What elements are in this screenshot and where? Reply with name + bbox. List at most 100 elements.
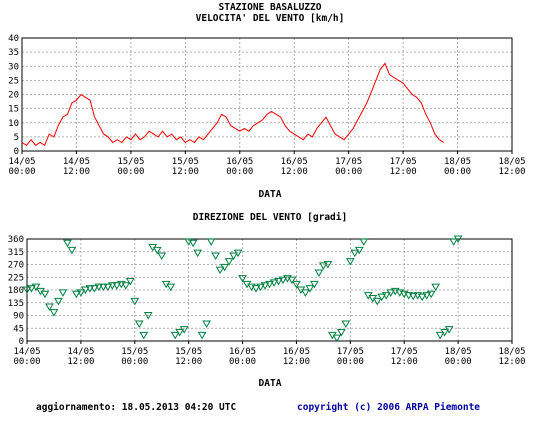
direction-xtick-label: 12:00 <box>67 357 94 367</box>
speed-ytick-label: 15 <box>8 105 19 115</box>
direction-point-marker <box>323 261 333 269</box>
direction-ytick-label: 0 <box>19 337 24 347</box>
direction-point-marker <box>386 289 396 297</box>
direction-point-marker <box>188 239 198 248</box>
direction-point-marker <box>354 246 364 255</box>
direction-point-marker <box>49 309 59 317</box>
direction-point-marker <box>81 286 90 294</box>
direction-point-marker <box>58 289 68 297</box>
direction-ytick-label: 315 <box>8 248 24 258</box>
direction-point-marker <box>301 289 310 297</box>
speed-xtick-label: 18/05 <box>444 157 471 167</box>
direction-point-marker <box>179 326 189 334</box>
speed-chart-xlabel: DATA <box>259 189 282 200</box>
direction-point-marker <box>310 280 319 289</box>
speed-xtick-label: 15/05 <box>172 157 199 167</box>
direction-ytick-label: 90 <box>13 312 24 322</box>
direction-point-marker <box>27 285 36 293</box>
speed-ytick-label: 0 <box>14 147 19 157</box>
speed-xtick-label: 12:00 <box>281 167 308 177</box>
direction-xtick-label: 12:00 <box>283 357 310 367</box>
direction-point-marker <box>143 312 153 320</box>
speed-ytick-label: 25 <box>8 76 19 86</box>
direction-point-marker <box>435 331 445 340</box>
direction-xtick-label: 12:00 <box>391 357 418 367</box>
direction-point-marker <box>67 246 77 255</box>
speed-ytick-label: 20 <box>8 91 19 101</box>
direction-point-marker <box>112 282 122 290</box>
speed-xtick-label: 17/05 <box>335 157 362 167</box>
direction-point-marker <box>274 278 283 286</box>
direction-plot-frame <box>26 238 513 342</box>
speed-xtick-label: 15/05 <box>117 157 144 167</box>
direction-point-marker <box>431 283 441 292</box>
direction-xtick-label: 17/05 <box>391 347 418 357</box>
direction-xtick-label: 12:00 <box>498 357 525 367</box>
direction-point-marker <box>265 280 274 289</box>
direction-ytick-label: 135 <box>8 299 24 309</box>
direction-point-marker <box>45 303 54 311</box>
direction-point-marker <box>72 290 81 299</box>
speed-xtick-label: 14/05 <box>63 157 90 167</box>
direction-point-marker <box>170 331 180 340</box>
direction-xtick-label: 00:00 <box>229 357 256 367</box>
direction-point-marker <box>372 297 382 306</box>
direction-point-marker <box>417 293 427 302</box>
direction-point-marker <box>224 258 234 266</box>
direction-point-marker <box>440 329 450 337</box>
direction-point-marker <box>404 292 414 300</box>
last-update-text: aggiornamento: 18.05.2013 04:20 UTC <box>36 402 237 413</box>
direction-xtick-label: 12:00 <box>175 357 202 367</box>
speed-xtick-label: 12:00 <box>63 167 90 177</box>
direction-xtick-label: 18/05 <box>498 347 525 357</box>
direction-point-marker <box>22 286 32 294</box>
copyright-text: copyright (c) 2006 ARPA Piemonte <box>297 402 481 413</box>
direction-point-marker <box>31 283 41 292</box>
speed-ytick-label: 5 <box>14 133 19 143</box>
speed-chart: 051015202530354014/0500:0014/0512:0015/0… <box>8 34 525 177</box>
direction-point-marker <box>229 252 238 260</box>
direction-xtick-label: 18/05 <box>445 347 472 357</box>
speed-xtick-label: 12:00 <box>172 167 199 177</box>
direction-point-marker <box>408 292 418 301</box>
direction-point-marker <box>359 238 369 246</box>
speed-xtick-label: 17/05 <box>390 157 417 167</box>
direction-xtick-label: 00:00 <box>445 357 472 367</box>
speed-ytick-label: 40 <box>8 34 19 44</box>
speed-series-line <box>21 62 445 147</box>
direction-point-marker <box>211 252 220 260</box>
direction-point-marker <box>233 249 243 258</box>
direction-point-marker <box>341 320 351 328</box>
direction-xtick-label: 16/05 <box>283 347 310 357</box>
direction-ytick-label: 45 <box>13 324 24 334</box>
direction-point-marker <box>377 293 387 302</box>
direction-point-marker <box>381 292 391 300</box>
speed-ytick-label: 30 <box>8 62 19 72</box>
direction-point-marker <box>220 263 229 272</box>
direction-point-marker <box>314 269 324 277</box>
direction-point-marker <box>453 235 463 243</box>
speed-xtick-label: 00:00 <box>117 167 144 177</box>
direction-point-marker <box>54 297 63 306</box>
speed-xtick-label: 00:00 <box>335 167 362 177</box>
direction-point-marker <box>345 258 355 266</box>
direction-point-marker <box>350 249 360 258</box>
direction-xtick-label: 17/05 <box>337 347 364 357</box>
direction-point-marker <box>125 278 135 286</box>
direction-point-marker <box>260 282 270 290</box>
direction-point-marker <box>269 279 279 287</box>
direction-point-marker <box>197 331 207 340</box>
direction-xtick-label: 00:00 <box>337 357 364 367</box>
direction-point-marker <box>287 276 297 285</box>
direction-point-marker <box>139 331 149 340</box>
speed-ytick-label: 10 <box>8 119 19 129</box>
direction-point-marker <box>251 285 261 293</box>
direction-xtick-label: 16/05 <box>229 347 256 357</box>
direction-point-marker <box>89 285 99 293</box>
direction-point-marker <box>193 249 203 258</box>
direction-point-marker <box>292 280 301 289</box>
direction-xtick-label: 00:00 <box>13 357 40 367</box>
direction-point-marker <box>175 329 185 337</box>
